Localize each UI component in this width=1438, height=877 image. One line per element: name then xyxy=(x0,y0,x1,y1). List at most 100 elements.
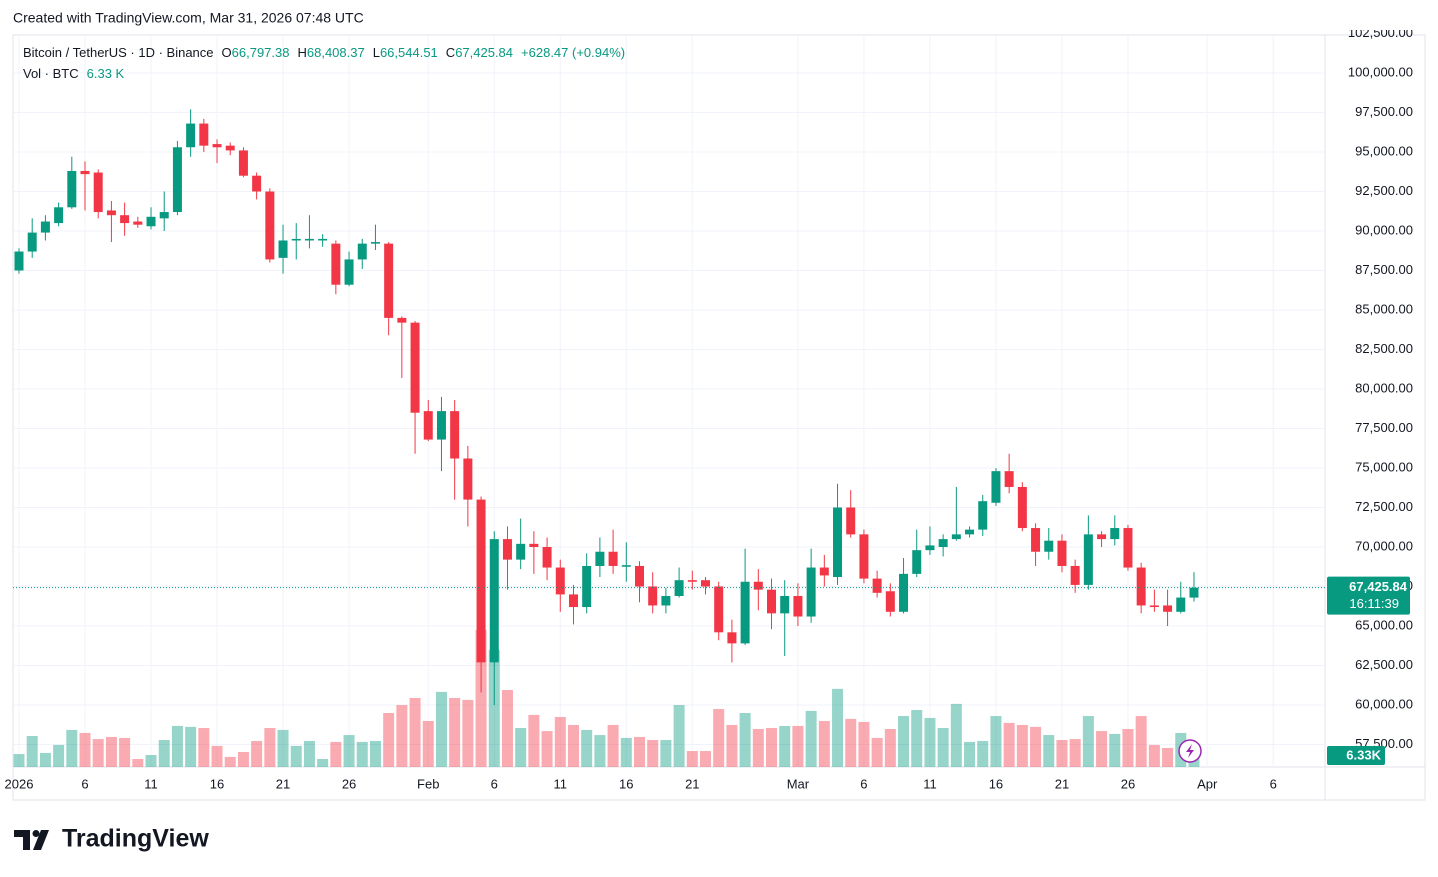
price-tag xyxy=(1327,576,1410,615)
y-tick-label: 97,500.00 xyxy=(1355,104,1413,119)
volume-bar xyxy=(185,726,197,767)
candle-body xyxy=(1044,540,1054,552)
y-tick-label: 72,500.00 xyxy=(1355,499,1413,514)
candle-body xyxy=(687,580,697,582)
legend-value: 67,425.84 xyxy=(455,45,513,60)
y-tick-label: 87,500.00 xyxy=(1355,262,1413,277)
price-tag-label: 67,425.84 xyxy=(1349,579,1408,594)
volume-bar xyxy=(317,759,329,767)
candle-body xyxy=(318,238,328,241)
legend-value: 66,544.51 xyxy=(380,45,438,60)
candle-body xyxy=(212,144,222,148)
candle-body xyxy=(238,150,248,176)
x-tick-label: 16 xyxy=(210,776,224,791)
legend-value: 68,408.37 xyxy=(307,45,365,60)
lightning-glyph xyxy=(1186,744,1194,758)
volume-bar xyxy=(383,713,395,767)
volume-bar xyxy=(818,720,830,767)
x-tick-label: 2026 xyxy=(5,776,34,791)
volume-bar xyxy=(396,705,408,767)
candle-body xyxy=(159,212,169,219)
volume-bar xyxy=(501,689,513,767)
x-tick-label: 11 xyxy=(144,776,158,791)
time-axis: 2026 6 11 16 21 26 Feb 6 11 16 21 Mar 6 11 16 21 26 Apr 6 xyxy=(5,776,1277,791)
candle-body xyxy=(40,221,50,233)
volume-pane xyxy=(13,629,1200,767)
volume-bar xyxy=(845,718,857,767)
y-tick-label: 90,000.00 xyxy=(1355,222,1413,237)
volume-bar xyxy=(211,745,223,767)
volume-bar xyxy=(224,756,236,767)
candle-body xyxy=(555,567,565,595)
volume-bar xyxy=(858,721,870,767)
volume-bar xyxy=(1016,724,1028,767)
volume-bar xyxy=(132,759,144,767)
volume-bar xyxy=(39,752,51,767)
y-tick-label: 80,000.00 xyxy=(1355,380,1413,395)
candle-body xyxy=(450,411,460,459)
candle-body xyxy=(27,232,37,252)
legend: Bitcoin / TetherUS · 1D · Binance O66,797… xyxy=(23,45,625,60)
price-countdown: 16:11:39 xyxy=(1349,596,1399,611)
candles xyxy=(13,109,1325,706)
candle-body xyxy=(740,581,750,644)
candle-body xyxy=(67,170,77,208)
volume-bar xyxy=(343,735,355,767)
candle-body xyxy=(331,243,341,285)
volume-bar xyxy=(898,716,910,767)
volume-bar xyxy=(1122,728,1134,767)
legend-key: O xyxy=(222,45,232,60)
volume-bar xyxy=(145,755,157,767)
volume-bar xyxy=(832,688,844,767)
y-tick-label: 75,000.00 xyxy=(1355,459,1413,474)
candle-body xyxy=(199,123,209,146)
volume-bar xyxy=(1096,731,1108,767)
legend-key: H xyxy=(297,45,306,60)
volume-bar xyxy=(303,740,315,767)
volume-legend: Vol · BTC 6.33 K xyxy=(23,66,125,81)
candle-body xyxy=(80,170,90,175)
candle-body xyxy=(384,243,394,318)
volume-bar xyxy=(607,724,619,767)
candle-body xyxy=(753,581,763,590)
volume-bar xyxy=(752,728,764,767)
x-tick-label: Mar xyxy=(787,776,810,791)
candle-body xyxy=(714,586,724,633)
brand: TradingView xyxy=(62,825,209,853)
candle-body xyxy=(582,565,592,608)
y-tick-label: 100,000.00 xyxy=(1348,64,1413,79)
volume-bar xyxy=(1148,744,1160,767)
y-tick-label: 77,500.00 xyxy=(1355,420,1413,435)
volume-bar xyxy=(79,732,91,767)
candle-body xyxy=(529,543,539,548)
candle-body xyxy=(859,534,869,579)
candle-body xyxy=(476,499,486,663)
volume-bar xyxy=(911,709,923,767)
candle-body xyxy=(1189,587,1199,598)
volume-value: 6.33 K xyxy=(87,66,125,81)
volume-bar xyxy=(356,741,368,767)
candle-body xyxy=(265,191,275,260)
candle-body xyxy=(1004,471,1014,487)
candle-body xyxy=(793,595,803,617)
candle-body xyxy=(14,251,24,271)
volume-bar xyxy=(1003,722,1015,767)
volume-bar xyxy=(237,751,249,767)
candle-body xyxy=(463,458,473,500)
volume-bar xyxy=(13,754,25,767)
y-tick-label: 62,500.00 xyxy=(1355,657,1413,672)
volume-bar xyxy=(171,725,183,767)
volume-bar xyxy=(264,728,276,767)
volume-bar xyxy=(541,731,553,767)
candle-body xyxy=(1176,597,1186,612)
volume-bar xyxy=(871,737,883,767)
candle-body xyxy=(172,147,182,213)
volume-bar xyxy=(251,740,263,767)
volume-bar xyxy=(92,739,104,767)
y-tick-label: 82,500.00 xyxy=(1355,341,1413,356)
candle-body xyxy=(872,578,882,593)
candle-body xyxy=(370,242,380,244)
candle-body xyxy=(938,539,948,548)
candle-body xyxy=(146,216,156,227)
volume-tag xyxy=(1327,746,1385,765)
